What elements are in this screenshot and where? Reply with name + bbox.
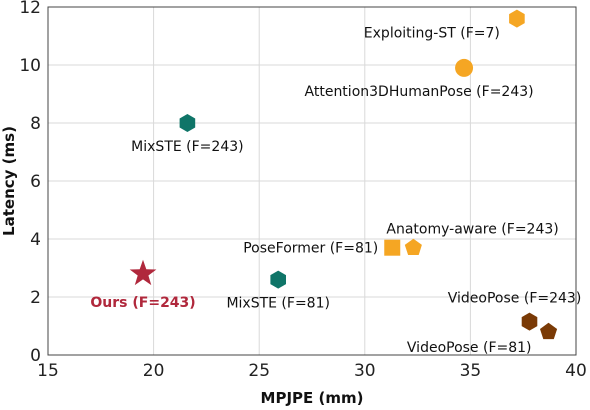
y-tick-label: 12: [19, 0, 41, 18]
x-tick-label: 20: [143, 361, 165, 381]
x-axis-label: MPJPE (mm): [261, 389, 364, 407]
data-point-label: Exploiting-ST (F=7): [364, 26, 500, 42]
plot-frame: [47, 6, 577, 356]
point-labels: Exploiting-ST (F=7) Attention3DHumanPose …: [90, 26, 581, 356]
x-tick-label: 15: [37, 361, 59, 381]
data-point-label: Anatomy-aware (F=243): [386, 222, 558, 238]
data-point-circle: [455, 58, 474, 77]
data-point-pentagon: [404, 238, 422, 255]
data-point-hexagon: [270, 270, 286, 289]
data-point-label: PoseFormer (F=81): [243, 241, 378, 257]
data-point-hexagon: [521, 312, 538, 331]
data-point-label: VideoPose (F=81): [407, 340, 532, 356]
data-point-star: [129, 259, 157, 286]
y-axis-label: Latency (ms): [0, 126, 18, 236]
y-tick-label: 2: [30, 288, 41, 308]
axis-ticks: 15 20 25 30 35 40 0 2 4 6 8 10 12: [19, 0, 586, 381]
data-point-label: Attention3DHumanPose (F=243): [305, 84, 534, 100]
data-points: [129, 9, 558, 340]
y-tick-label: 6: [30, 172, 41, 192]
y-tick-label: 0: [30, 346, 41, 366]
x-tick-label: 25: [248, 361, 270, 381]
data-point-label: Ours (F=243): [90, 295, 195, 311]
data-point-label: VideoPose (F=243): [448, 291, 582, 307]
y-tick-label: 10: [19, 56, 41, 76]
data-point-pentagon: [540, 322, 558, 340]
data-point-hexagon: [179, 114, 196, 132]
data-point-hexagon: [509, 9, 525, 28]
data-point-label: MixSTE (F=81): [226, 296, 330, 312]
data-point-square: [384, 239, 401, 256]
y-tick-label: 8: [30, 114, 41, 134]
x-tick-label: 40: [565, 361, 587, 381]
data-point-label: MixSTE (F=243): [131, 139, 243, 155]
x-tick-label: 35: [460, 361, 482, 381]
x-tick-label: 30: [354, 361, 376, 381]
y-tick-label: 4: [30, 230, 41, 250]
